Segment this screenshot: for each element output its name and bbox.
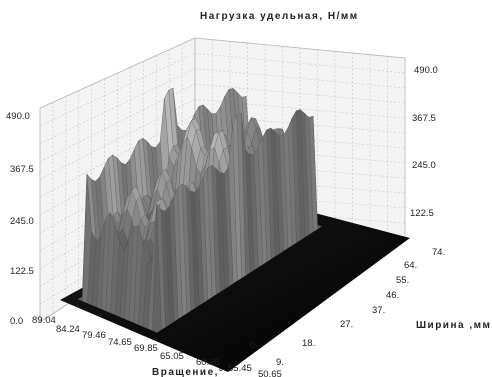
y-tick-2: 18. (302, 338, 315, 349)
x-axis-title: Вращение,° (152, 367, 224, 377)
z-axis-right: 490.0 367.5 245.0 122.5 (410, 65, 438, 219)
left-wall-hgrid (39, 68, 196, 144)
x-tick-8: 50.65 (258, 369, 282, 377)
right-wall-hgrid (194, 83, 406, 104)
x-tick-5: 65.05 (160, 351, 184, 362)
z-tick-right-1: 122.5 (410, 208, 434, 219)
right-wall-hgrid (194, 68, 406, 89)
z-tick-left-3: 367.5 (10, 164, 34, 175)
z-axis-title: Нагрузка удельная, Н/мм (200, 11, 359, 22)
x-tick-0: 89.04 (32, 315, 56, 326)
z-tick-left-0: 0.0 (10, 316, 23, 327)
z-tick-right-3: 367.5 (412, 113, 436, 124)
left-wall-hgrid (39, 114, 196, 198)
x-axis: 89.04 84.24 79.46 74.65 69.85 65.05 60.2… (32, 315, 282, 377)
right-wall-hgrid (194, 99, 406, 119)
y-axis-title: Ширина ,мм (416, 320, 491, 331)
z-tick-left-1: 122.5 (10, 266, 34, 277)
x-tick-2: 79.46 (82, 330, 106, 341)
z-axis-left: 490.0 367.5 245.0 122.5 0.0 (6, 111, 34, 327)
y-axis: 0. 9. 18. 27. 37. 46. 55. 64. 74. (250, 247, 445, 368)
y-tick-4: 37. (372, 305, 385, 316)
surface-mesh (77, 87, 323, 333)
y-tick-6: 55. (396, 275, 409, 286)
right-wall-hgrid (194, 53, 406, 74)
y-tick-5: 46. (386, 290, 399, 301)
y-tick-8: 74. (432, 247, 445, 258)
surface-cell (152, 204, 162, 333)
x-tick-6: 60.25 (196, 357, 220, 368)
y-tick-7: 64. (404, 260, 417, 271)
left-wall-hgrid (39, 53, 196, 127)
x-tick-7: 55.45 (228, 363, 252, 374)
y-tick-1: 9. (276, 357, 284, 368)
z-tick-right-4: 490.0 (414, 65, 438, 76)
z-tick-right-2: 245.0 (412, 160, 436, 171)
y-tick-0: 0. (250, 340, 258, 351)
x-tick-4: 69.85 (134, 343, 158, 354)
x-tick-3: 74.65 (108, 337, 132, 348)
z-tick-left-4: 490.0 (6, 111, 30, 122)
y-tick-3: 27. (340, 319, 353, 330)
z-tick-left-2: 245.0 (10, 216, 34, 227)
x-tick-1: 84.24 (56, 324, 80, 335)
